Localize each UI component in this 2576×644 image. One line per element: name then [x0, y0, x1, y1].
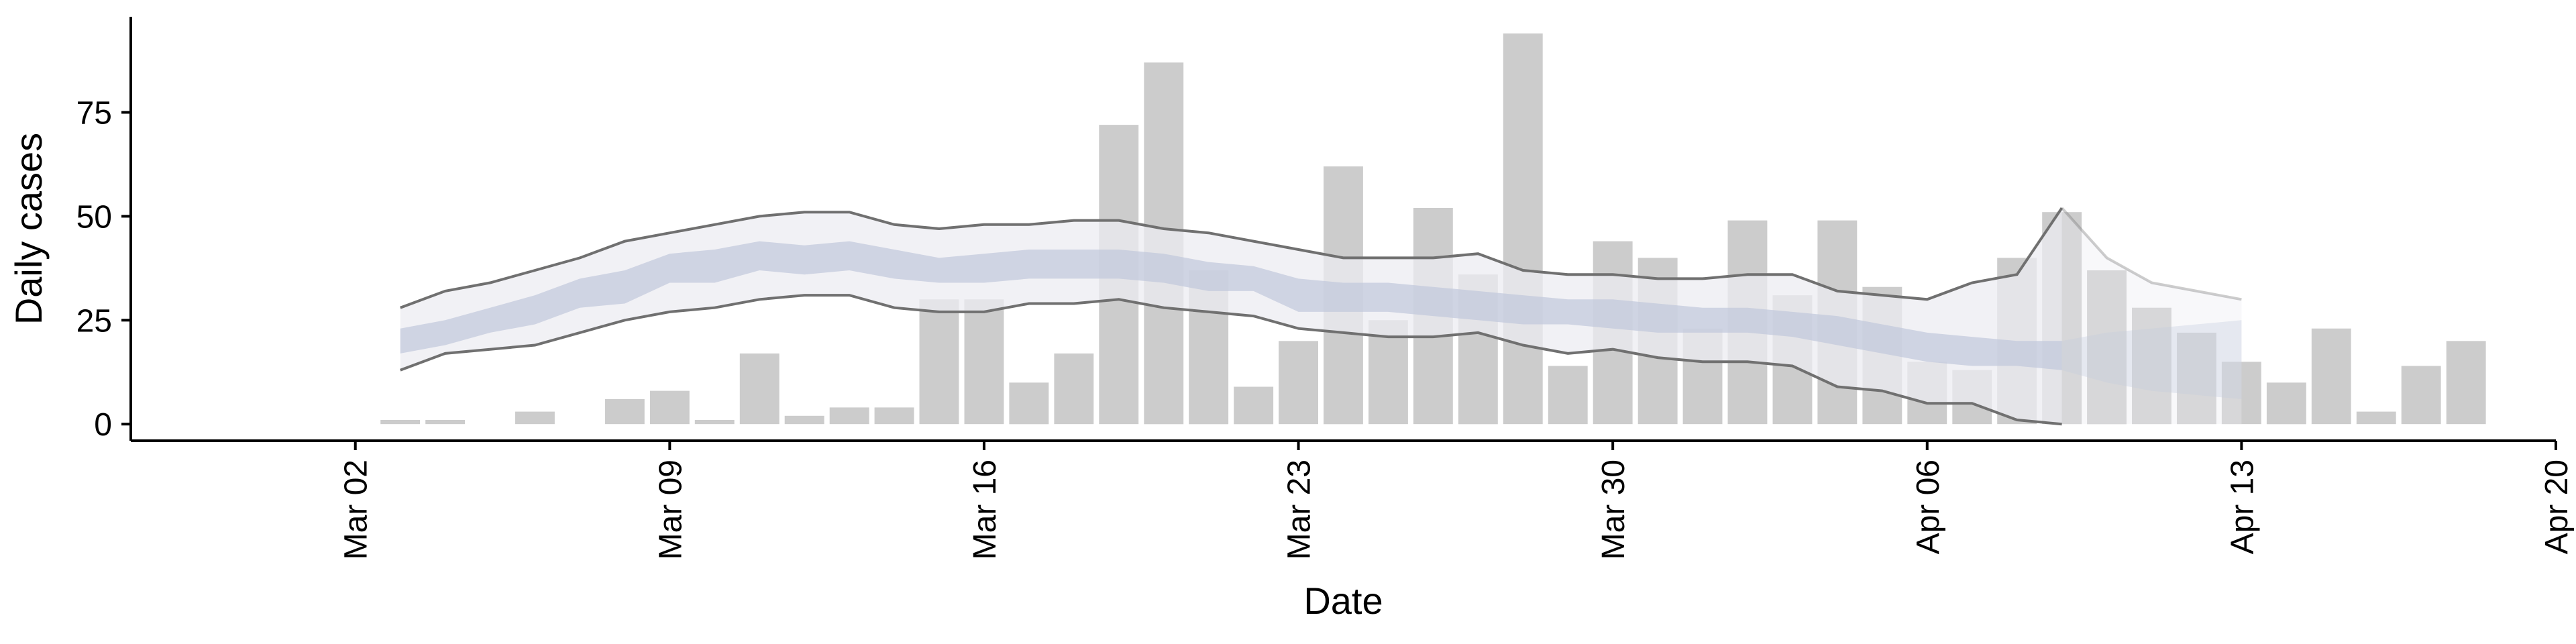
bar	[2311, 328, 2351, 425]
x-tick-label: Mar 30	[1596, 460, 1631, 559]
x-tick-label: Apr 20	[2539, 460, 2575, 554]
bar	[515, 411, 555, 425]
axes: 0 25 50 75 Mar 02 Mar 09 Mar 16 Mar 23 Mar 30 Apr…	[76, 17, 2575, 559]
interval-lines	[400, 207, 2242, 426]
bar	[1503, 33, 1543, 425]
bar	[964, 299, 1004, 425]
y-tick-label: 75	[76, 96, 112, 131]
bar	[1054, 353, 1094, 425]
x-tick-label: Mar 23	[1282, 460, 1318, 559]
bar	[2132, 307, 2171, 425]
inner-interval-band-extension	[2061, 320, 2242, 399]
bar	[604, 399, 645, 425]
outer-interval-band-extension	[2061, 208, 2242, 425]
bar	[919, 299, 959, 425]
lower-interval-line	[400, 294, 2062, 426]
x-tick-label: Apr 13	[2224, 460, 2260, 554]
y-axis-title: Daily cases	[7, 133, 50, 325]
x-axis-title: Date	[1303, 580, 1383, 622]
x-tick-label: Mar 16	[967, 460, 1003, 559]
bar	[694, 420, 735, 425]
bar	[425, 420, 466, 425]
bar	[649, 390, 690, 425]
y-tick-label: 50	[76, 199, 112, 235]
x-tick-label: Mar 09	[653, 460, 688, 559]
bar	[2356, 411, 2396, 425]
bar	[2446, 341, 2486, 425]
upper-interval-line-extension	[2061, 207, 2242, 301]
bar	[1548, 366, 1588, 425]
bar	[1234, 386, 1274, 425]
y-tick-label: 25	[76, 303, 112, 339]
bar	[739, 353, 780, 425]
inner-interval-band	[400, 241, 2062, 370]
upper-interval-line	[400, 207, 2063, 309]
bar	[2087, 270, 2127, 425]
bar	[829, 407, 869, 425]
bar	[380, 420, 421, 425]
x-tick-label: Mar 02	[339, 460, 374, 559]
estimate-bands	[400, 208, 2242, 425]
bar	[2221, 362, 2261, 425]
bar	[2401, 366, 2441, 425]
bar	[1009, 382, 1049, 425]
bar	[874, 407, 914, 425]
y-tick-label: 0	[94, 407, 112, 443]
x-tick-label: Apr 06	[1911, 460, 1946, 554]
bar	[784, 415, 824, 425]
bar	[2266, 382, 2306, 425]
bar	[1279, 341, 1318, 425]
bar	[2177, 332, 2216, 425]
